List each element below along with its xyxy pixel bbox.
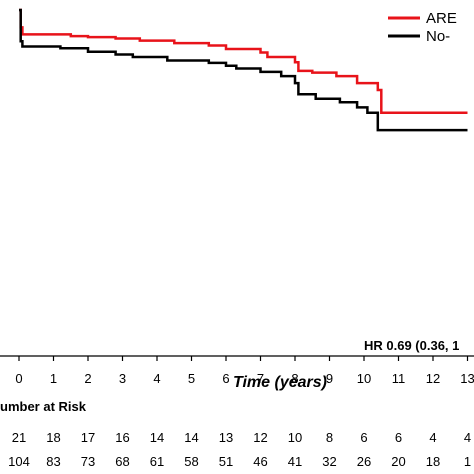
km-curve-series1: [19, 8, 468, 114]
x-tick-label: 0: [15, 371, 22, 386]
risk-count-series2: 104: [8, 454, 30, 469]
risk-count-series1: 12: [253, 430, 267, 445]
risk-count-series2: 46: [253, 454, 267, 469]
risk-count-series2: 1: [464, 454, 471, 469]
km-curves: [19, 8, 468, 132]
risk-count-series1: 14: [150, 430, 164, 445]
risk-count-series1: 10: [288, 430, 302, 445]
risk-count-series1: 4: [429, 430, 436, 445]
risk-count-series2: 58: [184, 454, 198, 469]
x-tick-label: 12: [426, 371, 440, 386]
risk-count-series1: 17: [81, 430, 95, 445]
risk-count-series2: 73: [81, 454, 95, 469]
legend-label-series2: No-: [426, 28, 450, 45]
x-tick-label: 6: [222, 371, 229, 386]
risk-count-series1: 4: [464, 430, 471, 445]
x-tick-label: 2: [84, 371, 91, 386]
legend-label-series1: ARE: [426, 10, 457, 27]
x-tick-label: 10: [357, 371, 371, 386]
x-tick-label: 8: [291, 371, 298, 386]
x-tick-label: 1: [50, 371, 57, 386]
x-ticks: 0 1 2 3 4 5 6 7 8 9 10 11 12 13: [15, 356, 474, 386]
x-tick-label: 3: [119, 371, 126, 386]
x-tick-label: 5: [188, 371, 195, 386]
risk-count-series2: 18: [426, 454, 440, 469]
risk-table: 21 18 17 16 14 14 13 12 10 8 6 6 4 4 104 83 73 68 61 58 51 46…: [8, 430, 471, 469]
x-tick-label: 11: [392, 371, 406, 386]
km-curve-series2: [19, 8, 468, 132]
x-tick-label: 13: [460, 371, 474, 386]
risk-count-series2: 68: [115, 454, 129, 469]
risk-count-series1: 21: [12, 430, 26, 445]
risk-table-title: umber at Risk: [0, 399, 87, 414]
x-tick-label: 7: [257, 371, 264, 386]
risk-count-series1: 13: [219, 430, 233, 445]
x-axis-label: Time (years): [233, 374, 327, 391]
risk-count-series2: 83: [46, 454, 60, 469]
risk-count-series2: 51: [219, 454, 233, 469]
risk-count-series1: 14: [184, 430, 198, 445]
x-tick-label: 4: [153, 371, 160, 386]
legend: ARE No-: [388, 10, 457, 45]
hr-annotation: HR 0.69 (0.36, 1: [364, 338, 459, 353]
risk-count-series1: 18: [46, 430, 60, 445]
risk-count-series2: 32: [322, 454, 336, 469]
risk-count-series2: 61: [150, 454, 164, 469]
risk-count-series2: 20: [391, 454, 405, 469]
risk-count-series2: 26: [357, 454, 371, 469]
risk-count-series1: 16: [115, 430, 129, 445]
risk-count-series1: 8: [326, 430, 333, 445]
risk-count-series2: 41: [288, 454, 302, 469]
risk-count-series1: 6: [360, 430, 367, 445]
x-tick-label: 9: [326, 371, 333, 386]
risk-count-series1: 6: [395, 430, 402, 445]
